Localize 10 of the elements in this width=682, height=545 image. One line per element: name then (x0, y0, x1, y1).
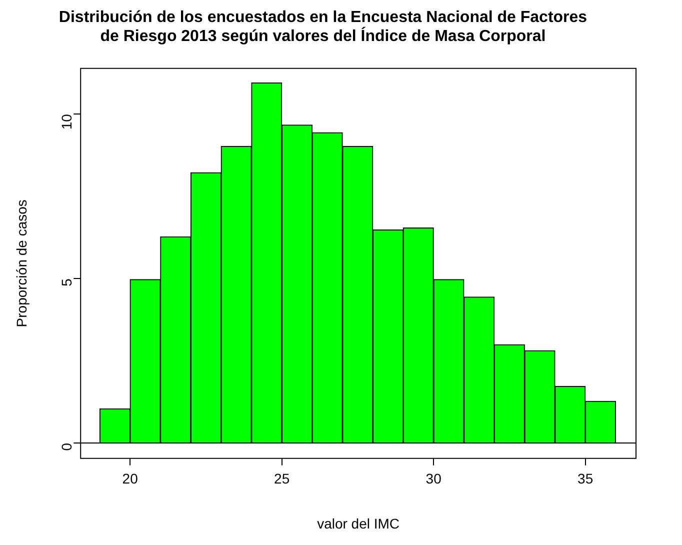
x-axis-title: valor del IMC (317, 515, 400, 532)
y-tick-label: 0 (58, 442, 74, 451)
x-tick-label: 30 (426, 470, 442, 487)
y-tick-label: 10 (58, 114, 74, 130)
chart-title: Distribución de los encuestados en la Encuesta Nacional de Factores de Riesgo 2013 según valores del Índice de Masa Corporal (58, 9, 588, 46)
x-tick-label: 25 (274, 470, 290, 487)
y-axis-title: Proporción de casos (13, 200, 30, 328)
y-tick-label: 5 (58, 278, 74, 286)
x-tick-label: 20 (122, 470, 138, 487)
x-tick-label: 35 (578, 470, 594, 487)
